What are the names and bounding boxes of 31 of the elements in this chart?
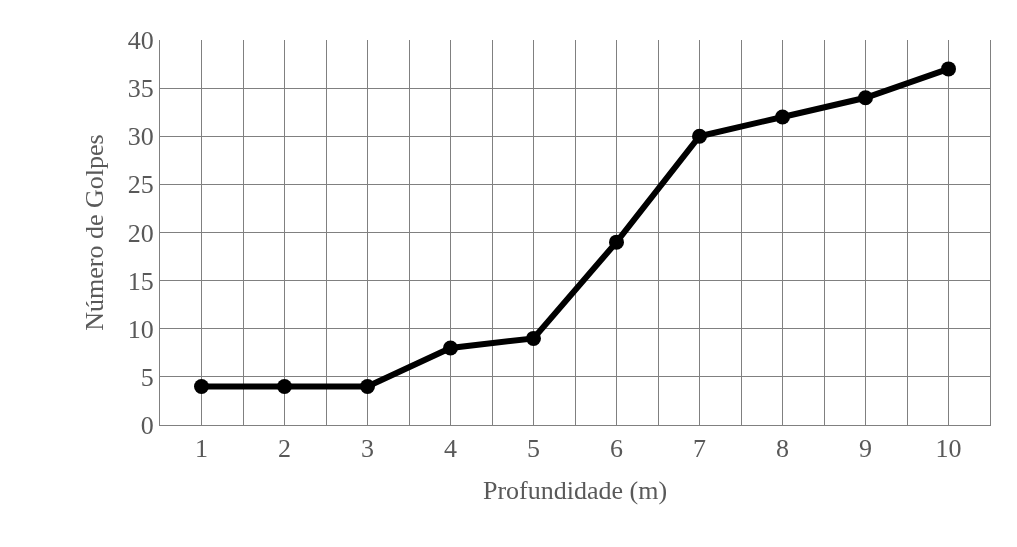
point: [775, 109, 790, 125]
y-tick-label: 25: [127, 170, 154, 200]
point: [194, 379, 209, 394]
point: [692, 128, 707, 144]
x-tick-label: 5: [527, 434, 540, 464]
x-tick-label: 9: [859, 434, 872, 464]
y-tick-label: 20: [127, 218, 154, 248]
x-tick-label: 4: [444, 434, 457, 464]
y-tick-label: 10: [127, 314, 154, 344]
point: [941, 61, 956, 77]
point: [609, 234, 624, 250]
x-tick-label: 10: [935, 434, 962, 464]
x-tick-label: 6: [610, 434, 623, 464]
y-tick-label: 40: [127, 26, 154, 56]
y-tick-label: 0: [140, 411, 154, 441]
point: [360, 379, 375, 394]
point: [443, 340, 458, 356]
point: [277, 379, 292, 394]
x-tick-label: 7: [693, 434, 706, 464]
x-tick-label: 2: [278, 434, 291, 464]
y-tick-label: 35: [127, 74, 154, 104]
point: [526, 330, 541, 346]
y-tick-label: 15: [127, 266, 154, 296]
x-axis-title: Profundidade (m): [482, 476, 668, 506]
y-tick-label: 30: [127, 122, 154, 152]
y-tick-label: 5: [140, 362, 154, 392]
point: [858, 90, 873, 106]
y-axis-title: Número de Golpes: [80, 134, 110, 331]
x-tick-label: 8: [776, 434, 789, 464]
x-tick-label: 3: [361, 434, 374, 464]
x-tick-label: 1: [195, 434, 208, 464]
